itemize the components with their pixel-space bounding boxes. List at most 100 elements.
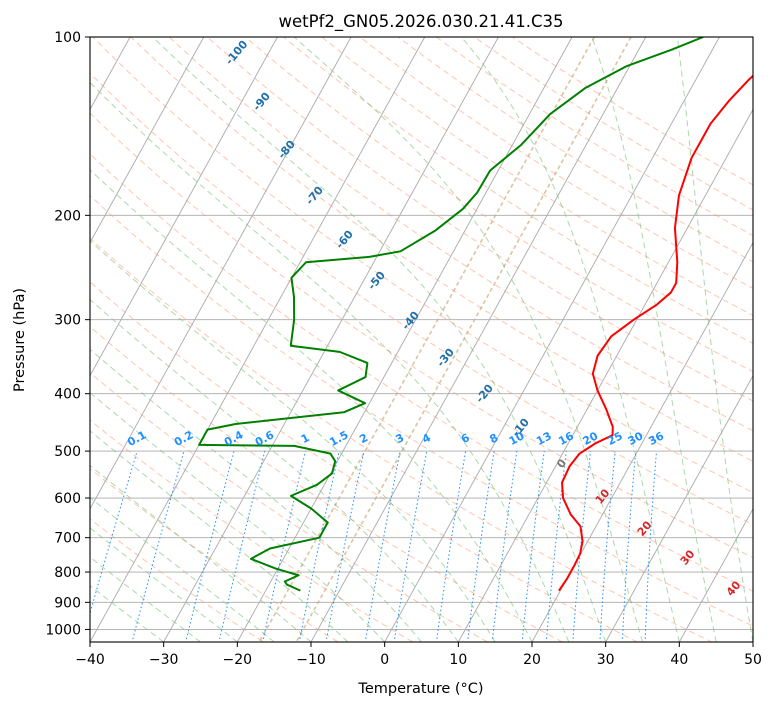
y-axis-label: Pressure (hPa) — [12, 288, 28, 392]
x-tick-label: 30 — [597, 652, 615, 668]
moist-adiabat-line — [460, 37, 680, 642]
moist-adiabat-line — [90, 391, 386, 642]
moist-adiabat-line — [90, 169, 533, 642]
dry-adiabat-line — [90, 281, 639, 642]
dewpoint-profile — [198, 37, 704, 592]
moist-adiabat-line — [90, 430, 349, 642]
moist-adiabat-line — [90, 348, 422, 642]
x-tick-label: −20 — [223, 652, 253, 668]
moist-adiabat-label: -100 — [223, 38, 251, 68]
mixing-ratio-label: 20 — [581, 429, 601, 448]
y-tick-label: 600 — [54, 491, 81, 507]
moist-adiabat-label: 30 — [678, 547, 698, 567]
y-axis-ticks: 100 200 300 400 500 600 700 800 900 1000 — [45, 30, 90, 638]
x-tick-label: 10 — [449, 652, 467, 668]
y-tick-label: 900 — [54, 595, 81, 611]
mixing-ratio-line — [545, 451, 567, 642]
x-tick-label: −30 — [149, 652, 179, 668]
plot-area — [0, 37, 753, 642]
moist-adiabats — [90, 37, 753, 642]
moist-adiabat-line — [90, 81, 570, 642]
dry-adiabat-line — [168, 37, 753, 432]
y-tick-label: 400 — [54, 387, 81, 403]
moist-adiabat-line — [591, 37, 717, 642]
y-tick-label: 700 — [54, 531, 81, 547]
mixing-ratio-label: 4 — [420, 431, 433, 446]
dry-adiabat-line — [90, 372, 489, 642]
mixing-ratio-line — [435, 451, 467, 642]
isobar-grid — [90, 37, 753, 630]
mixing-ratio-line — [185, 450, 235, 642]
mixing-ratio-label: 36 — [646, 429, 666, 448]
moist-adiabat-label: 0 — [554, 456, 569, 470]
isotherm-line — [90, 37, 278, 377]
dry-adiabats — [90, 37, 753, 642]
mixing-ratio-label: 0.1 — [125, 428, 148, 449]
mixing-ratio-line — [644, 451, 658, 642]
y-tick-label: 1000 — [45, 622, 81, 638]
dendritic-line — [258, 37, 596, 642]
dry-adiabat-line — [282, 37, 753, 344]
dry-adiabat-line — [321, 37, 753, 317]
mixing-ratio-label: 16 — [556, 429, 576, 448]
dry-adiabat-line — [90, 112, 753, 559]
mixing-ratio-line — [393, 451, 428, 642]
mixing-ratio-label: 13 — [534, 429, 554, 448]
y-tick-label: 100 — [54, 30, 81, 46]
x-tick-label: 0 — [380, 652, 389, 668]
mixing-ratio-label: 0.2 — [172, 428, 195, 449]
isotherm-line — [236, 37, 573, 642]
moist-adiabat-line — [152, 37, 607, 642]
dry-adiabat-line — [92, 37, 753, 494]
isotherm-line — [678, 507, 753, 642]
moist-adiabat-label: -20 — [473, 382, 496, 406]
mixing-ratio-line — [621, 451, 637, 642]
y-tick-label: 500 — [54, 444, 81, 460]
moist-adiabat-label: 40 — [724, 578, 744, 598]
x-tick-label: −10 — [296, 652, 326, 668]
dry-adiabat-line — [90, 419, 414, 642]
isotherm-line — [90, 37, 352, 510]
dry-adiabat-line — [90, 237, 713, 642]
dry-adiabat-line — [90, 153, 753, 592]
x-tick-label: −40 — [75, 652, 105, 668]
isotherm-line — [0, 37, 56, 642]
isotherm-grid — [0, 37, 753, 642]
y-tick-label: 300 — [54, 313, 81, 329]
dry-adiabat-line — [130, 37, 753, 462]
mixing-ratio-label: 25 — [605, 429, 625, 448]
dry-adiabat-line — [90, 326, 564, 642]
mixing-ratio-lines — [90, 450, 658, 642]
x-axis-label: Temperature (°C) — [357, 681, 483, 697]
moist-adiabat-line — [293, 37, 643, 642]
dendritic-band-lines — [258, 37, 632, 642]
moist-adiabat-label: 10 — [593, 486, 613, 506]
temperature-profile — [558, 74, 753, 592]
isotherm-line — [605, 374, 753, 642]
dry-adiabat-line — [511, 37, 753, 186]
isotherm-line — [90, 37, 205, 244]
mixing-ratio-line — [467, 451, 495, 642]
y-tick-label: 200 — [54, 208, 81, 224]
mixing-ratio-label: 30 — [626, 429, 646, 448]
mixing-ratio-label: 3 — [394, 431, 407, 446]
isotherm-line — [90, 37, 426, 642]
mixing-ratio-line — [90, 450, 138, 615]
isotherm-line — [310, 37, 647, 642]
dry-adiabat-line — [435, 37, 753, 237]
moist-adiabat-line — [90, 527, 238, 642]
y-tick-label: 800 — [54, 565, 81, 581]
mixing-ratio-label: 1 — [299, 431, 312, 446]
moist-adiabat-label: -90 — [250, 90, 273, 114]
dry-adiabat-line — [473, 37, 753, 211]
mixing-ratio-line — [364, 451, 401, 642]
isotherm-line — [163, 37, 499, 642]
mixing-ratio-line — [325, 450, 365, 642]
x-tick-label: 50 — [744, 652, 762, 668]
mixing-ratio-line — [218, 450, 266, 642]
moist-adiabat-label: 20 — [635, 518, 655, 538]
isotherm-line — [531, 241, 753, 642]
moist-adiabat-line — [676, 37, 753, 642]
mixing-ratio-line — [298, 450, 340, 642]
mixing-ratio-label: 1.5 — [327, 428, 350, 449]
